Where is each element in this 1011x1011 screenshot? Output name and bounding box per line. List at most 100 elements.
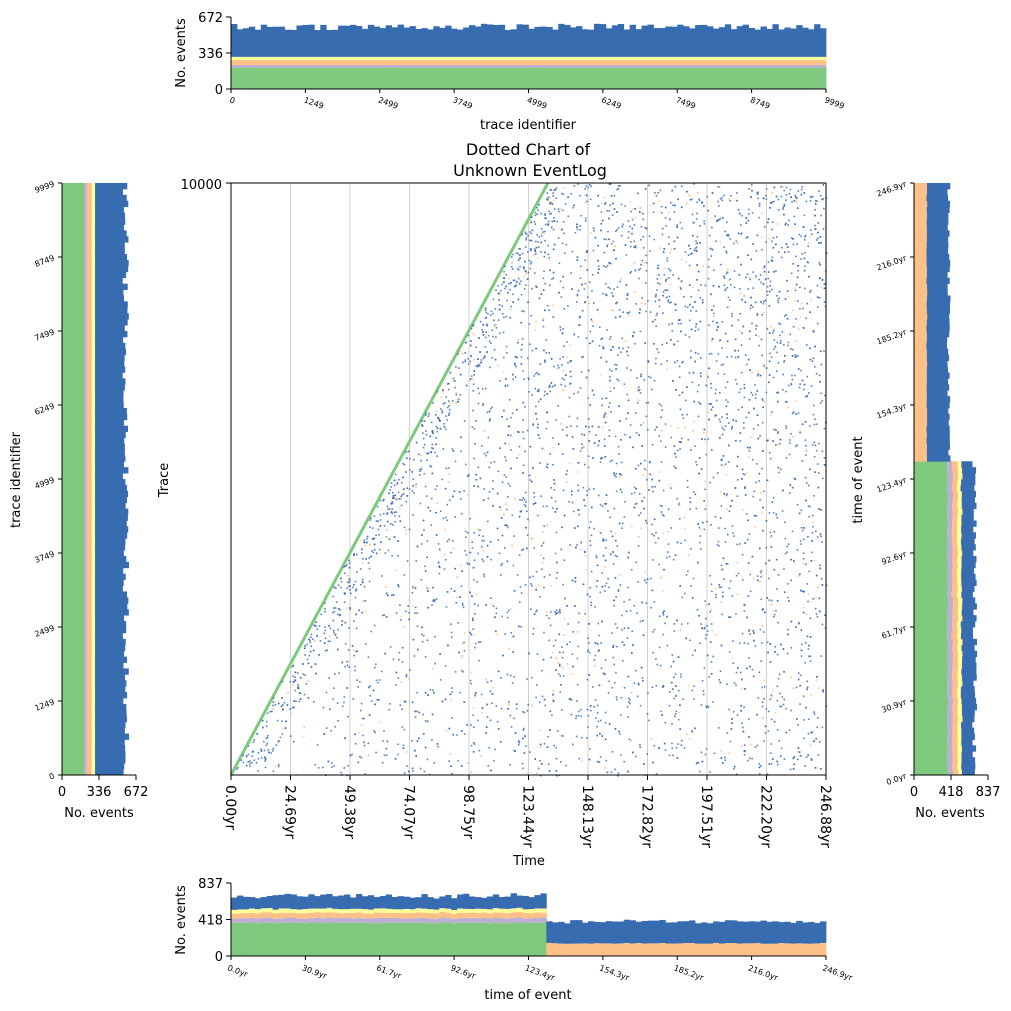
event-dot: [656, 312, 658, 315]
event-dot: [805, 613, 808, 615]
event-dot: [568, 500, 570, 503]
event-dot: [604, 456, 607, 458]
event-dot: [308, 654, 311, 657]
event-dot: [513, 590, 516, 592]
event-dot: [584, 220, 587, 222]
event-dot: [743, 427, 745, 429]
event-dot: [633, 486, 636, 489]
event-dot: [610, 243, 613, 245]
event-dot: [382, 740, 384, 742]
event-dot: [756, 374, 759, 377]
event-dot: [798, 328, 801, 330]
event-dot: [590, 232, 592, 234]
event-dot: [463, 733, 466, 735]
event-dot: [735, 671, 738, 674]
event-dot: [407, 450, 410, 453]
event-dot: [818, 261, 821, 264]
event-dot: [515, 365, 517, 368]
event-dot: [650, 204, 653, 207]
event-dot: [625, 417, 628, 420]
event-dot: [633, 331, 635, 334]
event-dot: [514, 376, 517, 378]
event-dot: [614, 554, 617, 557]
event-dot: [610, 553, 612, 556]
event-dot: [744, 487, 746, 489]
event-dot: [536, 609, 538, 612]
event-dot: [803, 383, 806, 386]
event-dot: [405, 533, 407, 535]
event-dot: [347, 581, 350, 584]
event-dot: [521, 310, 523, 312]
event-dot: [640, 373, 642, 375]
event-dot: [427, 694, 429, 696]
event-dot: [333, 765, 335, 767]
event-dot: [414, 612, 416, 614]
event-dot: [482, 357, 485, 360]
event-dot: [729, 740, 732, 743]
event-dot: [513, 362, 516, 365]
event-dot: [613, 663, 615, 666]
event-dot: [521, 338, 524, 340]
event-dot: [676, 449, 679, 452]
event-dot: [485, 311, 488, 314]
event-dot: [732, 242, 735, 245]
event-dot: [544, 704, 546, 707]
event-dot: [742, 325, 745, 328]
event-dot: [470, 744, 473, 747]
event-dot: [609, 368, 611, 371]
event-dot: [740, 705, 742, 707]
event-dot: [760, 660, 762, 662]
event-dot: [821, 279, 824, 281]
event-dot: [767, 439, 769, 442]
event-dot: [646, 479, 648, 481]
event-dot: [783, 360, 786, 362]
event-dot: [606, 266, 608, 269]
event-dot: [367, 742, 370, 745]
event-dot: [358, 731, 360, 734]
event-dot: [640, 462, 642, 465]
event-dot: [567, 361, 569, 364]
event-dot: [731, 525, 734, 527]
event-dot: [557, 662, 559, 664]
event-dot: [806, 688, 808, 690]
event-dot: [591, 274, 594, 276]
event-dot: [430, 524, 433, 526]
event-dot: [420, 459, 422, 462]
event-dot: [434, 451, 436, 454]
event-dot: [365, 558, 367, 560]
event-dot: [799, 540, 802, 542]
event-dot: [304, 654, 306, 656]
event-dot: [630, 369, 632, 371]
event-dot: [704, 438, 706, 441]
event-dot: [540, 235, 543, 237]
event-dot: [553, 744, 555, 747]
event-dot: [795, 400, 797, 402]
event-dot: [809, 200, 812, 202]
event-dot: [578, 316, 581, 319]
event-dot: [441, 411, 443, 414]
event-dot: [529, 222, 531, 224]
event-dot: [726, 417, 728, 419]
event-dot: [666, 289, 669, 291]
event-dot: [745, 416, 748, 419]
event-dot: [768, 577, 770, 580]
event-dot: [621, 641, 624, 643]
event-dot: [469, 679, 472, 682]
event-dot: [724, 541, 727, 543]
event-dot: [502, 654, 504, 657]
event-dot: [676, 226, 678, 228]
event-dot: [497, 364, 499, 367]
event-dot: [729, 505, 732, 507]
event-dot: [497, 285, 499, 287]
event-dot: [561, 453, 564, 455]
event-dot: [790, 647, 793, 649]
event-dot: [420, 543, 423, 545]
event-dot: [346, 564, 348, 566]
event-dot: [581, 736, 583, 739]
event-dot: [708, 367, 710, 370]
event-dot: [721, 427, 724, 429]
event-dot: [613, 387, 615, 389]
event-dot: [766, 294, 769, 296]
event-dot: [535, 610, 537, 613]
event-dot: [762, 283, 765, 285]
